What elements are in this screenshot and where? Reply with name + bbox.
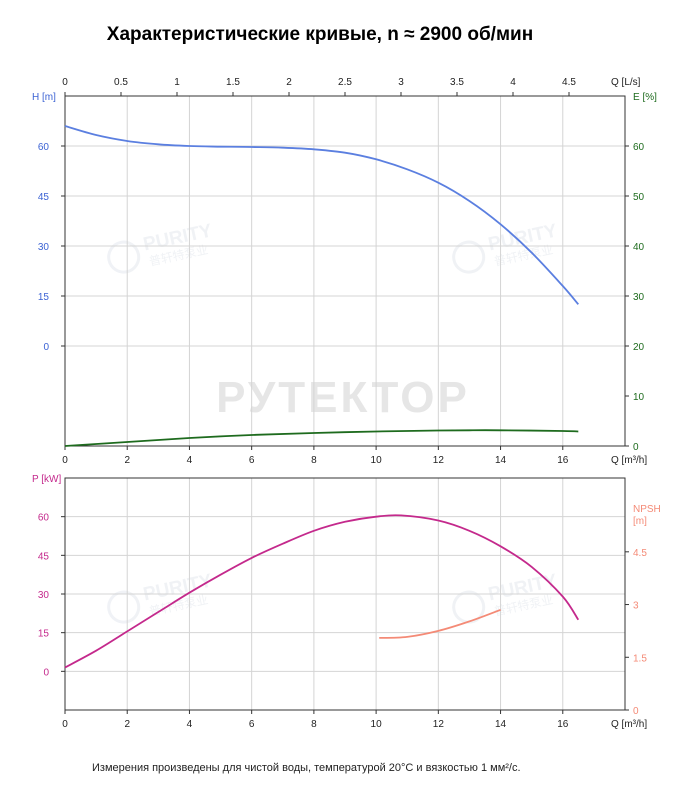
npsh-curve	[379, 608, 501, 639]
x-tick-label: 14	[495, 719, 507, 730]
y-left-tick-label: 30	[38, 242, 50, 253]
x-tick-label: 16	[557, 719, 569, 730]
y-left-tick-label: 0	[43, 342, 49, 353]
x-tick-label: 8	[311, 455, 317, 466]
x-tick-label: 0	[62, 719, 68, 730]
y-right-axis-label: NPSH	[633, 504, 661, 515]
y-left-tick-label: 60	[38, 142, 50, 153]
y-left-tick-label: 30	[38, 590, 50, 601]
x-tick-label: 14	[495, 455, 507, 466]
x-top-tick-label: 2	[286, 77, 292, 88]
x-tick-label: 0	[62, 455, 68, 466]
x-top-tick-label: 2.5	[338, 77, 352, 88]
x-tick-label: 10	[371, 719, 383, 730]
y-left-tick-label: 45	[38, 551, 50, 562]
head-curve	[64, 125, 579, 305]
purity-logo-ring	[452, 240, 486, 274]
x-tick-label: 12	[433, 455, 445, 466]
x-tick-label: 10	[371, 455, 383, 466]
x-top-tick-label: 3	[398, 77, 404, 88]
y-right-tick-label: 60	[633, 142, 645, 153]
y-right-tick-label: 50	[633, 192, 645, 203]
purity-logo-ring	[107, 590, 141, 624]
y-right-tick-label: 3	[633, 601, 639, 612]
purity-logo-ring	[452, 590, 486, 624]
x-tick-label: 16	[557, 455, 569, 466]
y-right-axis-label: E [%]	[633, 92, 657, 103]
x-axis-label: Q [m³/h]	[611, 455, 647, 466]
y-right-tick-label: 40	[633, 242, 645, 253]
x-tick-label: 2	[124, 719, 130, 730]
head-efficiency-panel: 0 2 4 6 8 10 12 14 16 Q [m³/h] 0 0.5 1 1.5 2 2.5 3 3.5 4 4.…	[32, 77, 657, 466]
y-right-tick-label: 10	[633, 392, 645, 403]
efficiency-curve	[64, 429, 579, 447]
y-left-tick-label: 0	[43, 667, 49, 678]
x-tick-label: 6	[249, 455, 255, 466]
x-tick-label: 12	[433, 719, 445, 730]
x-top-tick-label: 0.5	[114, 77, 128, 88]
y-left-tick-label: 45	[38, 192, 50, 203]
x-top-tick-label: 1.5	[226, 77, 240, 88]
measurement-footnote: Измерения произведены для чистой воды, т…	[92, 762, 521, 774]
y-right-tick-label: 1.5	[633, 653, 647, 664]
x-tick-label: 6	[249, 719, 255, 730]
y-right-tick-label: 4.5	[633, 548, 647, 559]
y-left-tick-label: 60	[38, 513, 50, 524]
y-left-tick-label: 15	[38, 629, 50, 640]
x-tick-label: 4	[187, 455, 193, 466]
x-tick-label: 8	[311, 719, 317, 730]
power-npsh-panel: 0 2 4 6 8 10 12 14 16 Q [m³/h] 0 15 30 45 60 P [kW] 0 1.5…	[32, 474, 661, 730]
purity-logo-ring	[107, 240, 141, 274]
y-right-tick-label: 0	[633, 706, 639, 717]
y-right-axis-unit: [m]	[633, 516, 647, 527]
x-top-tick-label: 1	[174, 77, 180, 88]
x-top-tick-label: 4.5	[562, 77, 576, 88]
x-tick-label: 2	[124, 455, 130, 466]
y-left-axis-label: P [kW]	[32, 474, 61, 485]
x-top-axis-label: Q [L/s]	[611, 77, 641, 88]
y-left-axis-label: H [m]	[32, 92, 56, 103]
power-curve	[64, 514, 580, 669]
x-top-tick-label: 0	[62, 77, 68, 88]
y-right-tick-label: 0	[633, 442, 639, 453]
x-tick-label: 4	[187, 719, 193, 730]
y-right-tick-label: 30	[633, 292, 645, 303]
x-axis-label: Q [m³/h]	[611, 719, 647, 730]
x-top-tick-label: 4	[510, 77, 516, 88]
page-title: Характеристические кривые, n ≈ 2900 об/м…	[106, 24, 534, 45]
x-top-tick-label: 3.5	[450, 77, 464, 88]
watermark-text: РУТЕКТОР	[216, 373, 470, 422]
y-left-tick-label: 15	[38, 292, 50, 303]
y-right-tick-label: 20	[633, 342, 645, 353]
